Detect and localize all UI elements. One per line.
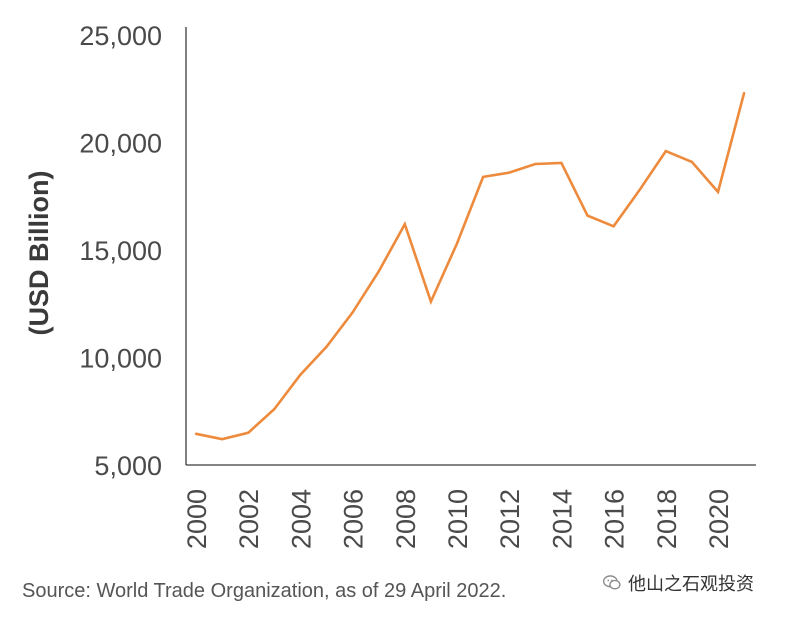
data-point [638, 188, 641, 191]
y-tick-label: 10,000 [79, 344, 162, 374]
y-tick-label: 25,000 [79, 21, 162, 51]
x-tick-label: 2018 [652, 489, 682, 549]
y-axis-label: (USD Billion) [24, 171, 54, 336]
data-point [716, 190, 720, 194]
data-point [508, 171, 511, 174]
data-point [325, 345, 328, 348]
data-point [560, 161, 563, 165]
data-point [742, 91, 746, 95]
x-axis: 2000 2002 2004 2006 2008 2010 2012 2014 2016 2018… [182, 464, 756, 549]
wechat-icon [603, 575, 621, 590]
data-point [403, 223, 406, 226]
data-point [194, 432, 198, 436]
x-tick-label: 2008 [391, 489, 421, 549]
data-point [534, 162, 537, 166]
y-tick-label: 15,000 [79, 236, 162, 266]
data-point [299, 373, 302, 376]
data-point [481, 175, 485, 179]
y-tick-label: 20,000 [79, 129, 162, 159]
data-point [247, 431, 250, 434]
watermark: 他山之石观投资 [602, 570, 754, 596]
series-group [194, 91, 746, 441]
data-point [220, 438, 224, 441]
x-tick-label: 2016 [600, 489, 630, 549]
x-tick-label: 2002 [234, 489, 264, 549]
x-tick-label: 2006 [339, 489, 369, 549]
source-note: Source: World Trade Organization, as of … [22, 580, 507, 602]
x-tick-label: 2004 [286, 489, 316, 549]
x-tick-label: 2012 [495, 489, 525, 549]
y-tick-label: 5,000 [94, 451, 162, 481]
data-point [664, 149, 667, 153]
x-tick-label: 2000 [182, 489, 212, 549]
watermark-text: 他山之石观投资 [628, 574, 754, 595]
x-tick-label: 2020 [704, 489, 734, 549]
data-point [429, 300, 433, 303]
data-point [273, 407, 276, 411]
data-point [586, 214, 589, 217]
data-point [612, 225, 615, 228]
data-point [351, 311, 354, 314]
series-line [195, 92, 746, 441]
x-tick-label: 2014 [547, 489, 577, 549]
x-tick-label: 2010 [443, 489, 473, 549]
data-point [377, 270, 380, 273]
data-point [455, 242, 459, 245]
y-axis: 5,000 10,000 15,000 20,000 25,000 [79, 21, 187, 481]
data-point [690, 160, 694, 164]
